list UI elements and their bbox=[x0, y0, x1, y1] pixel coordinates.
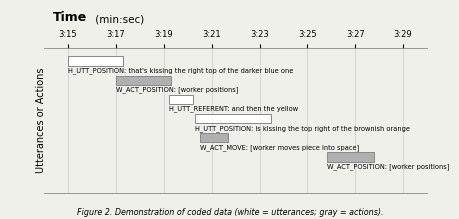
Text: H_UTT_REFERENT: and then the yellow: H_UTT_REFERENT: and then the yellow bbox=[168, 106, 297, 113]
Y-axis label: Utterances or Actions: Utterances or Actions bbox=[36, 68, 46, 173]
Bar bbox=[326, 152, 374, 162]
Text: W_ACT_POSITION: [worker positions]: W_ACT_POSITION: [worker positions] bbox=[116, 87, 238, 93]
Text: H_UTT_POSITION: that's kissing the right top of the darker blue one: H_UTT_POSITION: that's kissing the right… bbox=[68, 67, 293, 74]
Bar bbox=[68, 57, 123, 66]
Text: Time: Time bbox=[53, 11, 87, 24]
Text: H_UTT_POSITION: is kissing the top right of the brownish orange: H_UTT_POSITION: is kissing the top right… bbox=[195, 125, 409, 132]
Bar bbox=[116, 76, 171, 85]
Bar bbox=[195, 114, 271, 123]
Text: W_ACT_MOVE: [worker moves piece into space]: W_ACT_MOVE: [worker moves piece into spa… bbox=[199, 144, 358, 151]
Bar bbox=[199, 133, 228, 143]
Text: Figure 2. Demonstration of coded data (white = utterances; gray = actions).: Figure 2. Demonstration of coded data (w… bbox=[77, 208, 382, 217]
Text: (min:sec): (min:sec) bbox=[92, 14, 145, 24]
Text: W_ACT_POSITION: [worker positions]: W_ACT_POSITION: [worker positions] bbox=[326, 163, 448, 170]
Bar bbox=[168, 95, 192, 104]
